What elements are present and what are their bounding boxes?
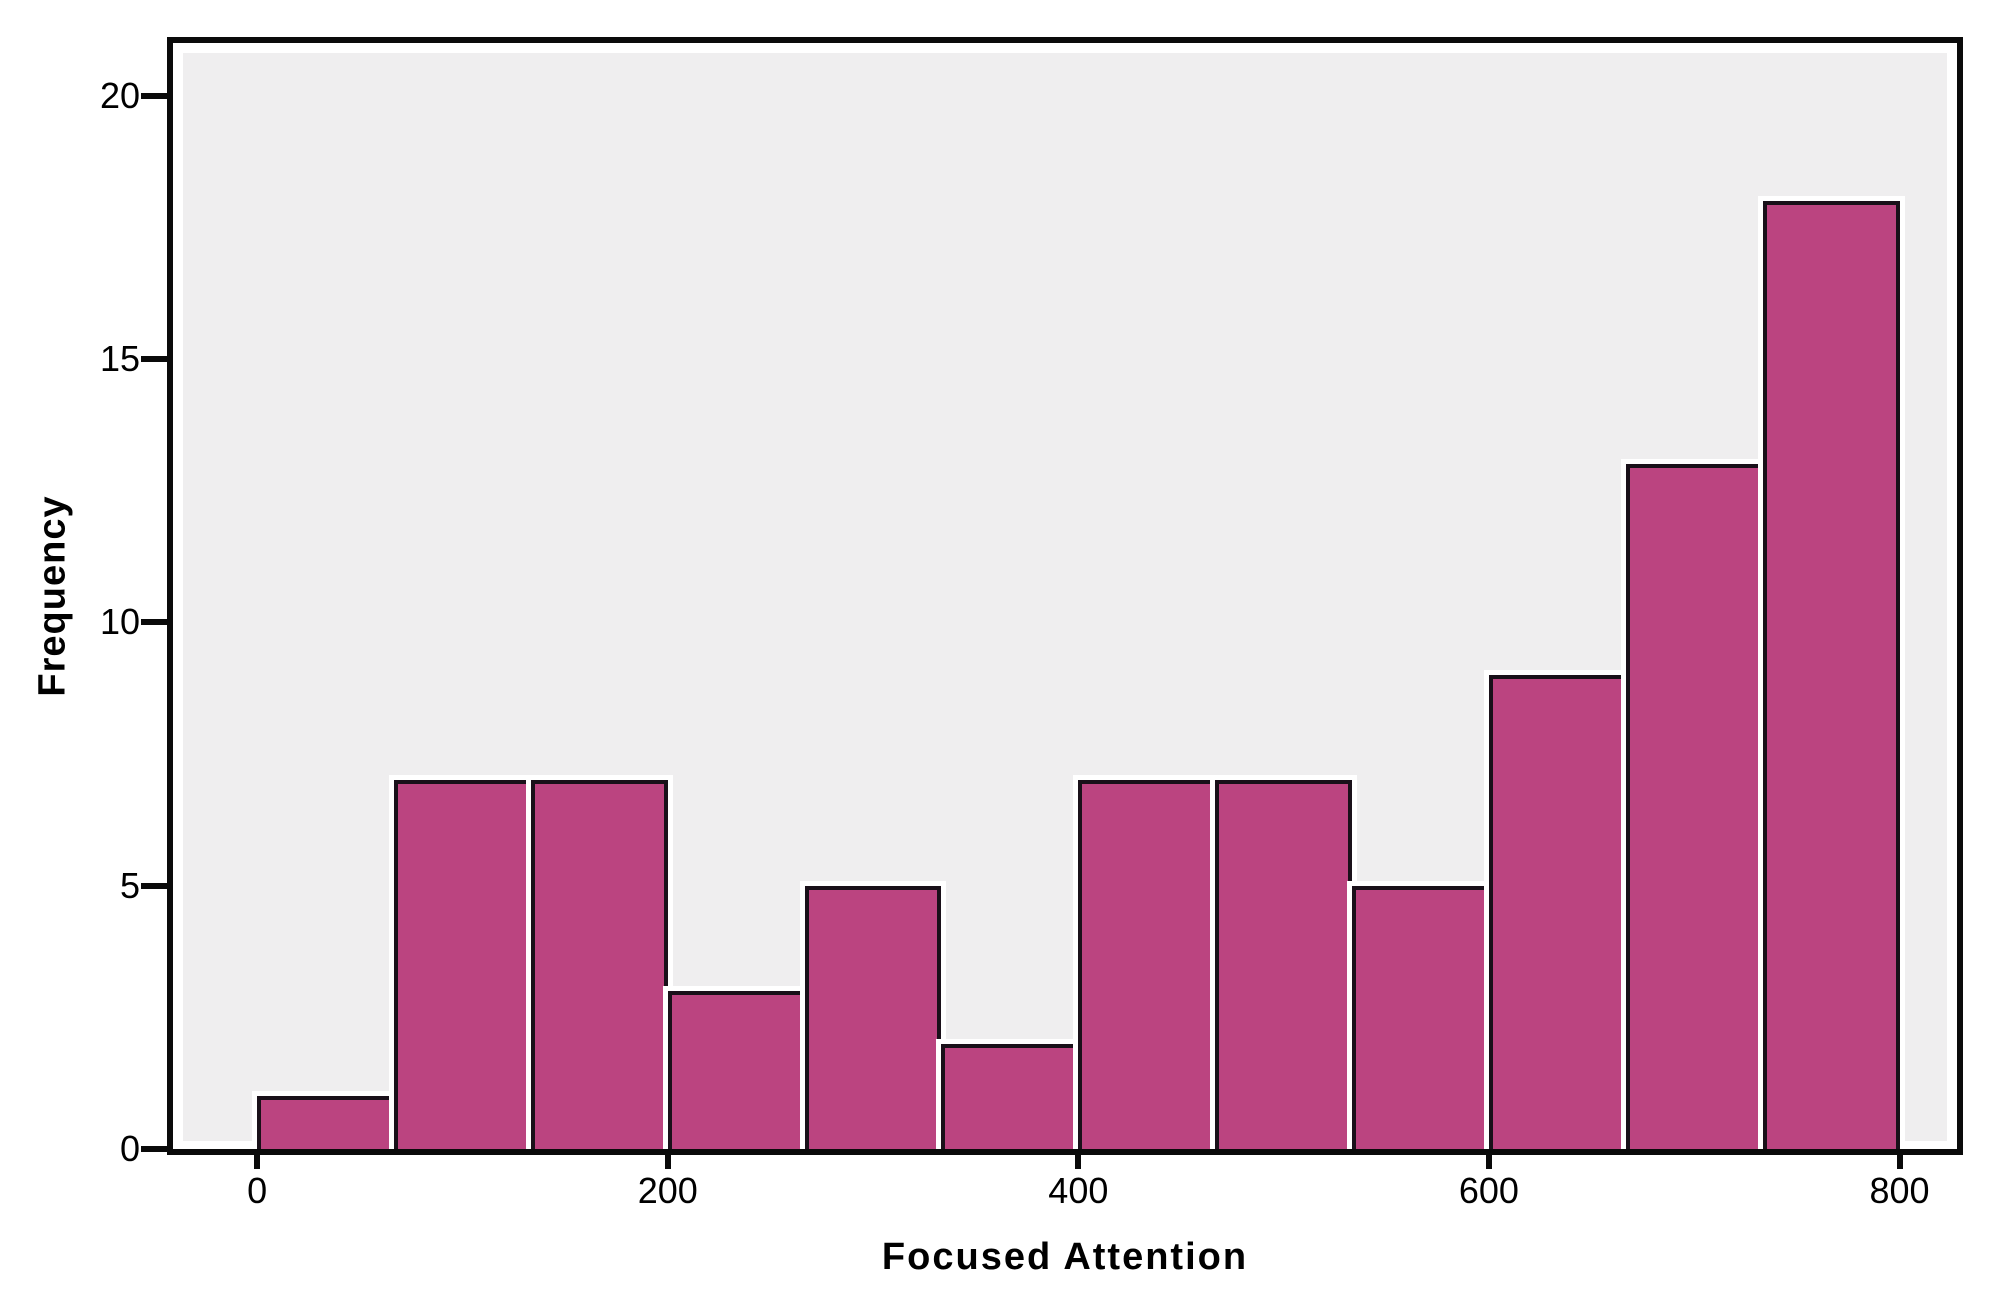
histogram-bar (525, 775, 673, 1149)
histogram-bar-fill (1078, 780, 1216, 1149)
y-tick-mark (141, 1146, 167, 1152)
x-tick-label: 0 (247, 1170, 268, 1211)
y-tick-label: 0 (119, 1128, 140, 1169)
x-tick-label: 400 (1048, 1170, 1109, 1211)
histogram-bar (1620, 459, 1768, 1149)
histogram-bar-fill (667, 991, 805, 1149)
histogram-bar (1757, 196, 1905, 1149)
histogram-bar (1347, 880, 1494, 1149)
y-tick-label: 5 (119, 864, 140, 906)
y-axis-title: Frequency (31, 495, 74, 697)
histogram-bar-fill (1488, 675, 1626, 1149)
y-tick-mark (141, 619, 167, 626)
y-tick-label: 10 (99, 601, 140, 643)
x-tick-mark (1896, 1155, 1903, 1169)
y-tick-mark (141, 882, 167, 889)
x-axis-ticks (173, 1155, 1957, 1171)
x-tick-label: 600 (1458, 1170, 1519, 1211)
histogram-bar-fill (257, 1096, 395, 1149)
histogram-bar (1210, 775, 1358, 1149)
x-axis-tick-labels: 0 200 400 600 800 (173, 1170, 1957, 1212)
histogram-bar (799, 880, 947, 1149)
histogram-bar (1483, 670, 1631, 1149)
x-tick-label: 200 (637, 1170, 698, 1211)
plot-frame (167, 37, 1963, 1155)
histogram-bar (389, 775, 536, 1149)
x-axis-title: Focused Attention (881, 1236, 1249, 1278)
y-tick-label: 20 (99, 74, 140, 116)
y-tick-mark (141, 92, 167, 99)
histogram-bar-fill (804, 885, 942, 1149)
histogram-bar-fill (1215, 780, 1353, 1149)
y-axis-tick-labels: 0 5 10 15 20 (0, 43, 140, 1166)
histogram-bar-fill (1762, 201, 1900, 1149)
y-axis-ticks (141, 43, 167, 1152)
histogram-bar-fill (1625, 464, 1763, 1149)
histogram-bar (662, 986, 810, 1149)
histogram-bar-fill (394, 780, 531, 1149)
x-tick-label: 800 (1869, 1170, 1930, 1211)
x-tick-mark (254, 1155, 261, 1169)
y-tick-label: 15 (99, 338, 140, 379)
x-tick-mark (1485, 1155, 1492, 1169)
x-tick-mark (664, 1155, 671, 1169)
histogram-bar (252, 1091, 400, 1149)
histogram-bar-fill (1352, 885, 1489, 1149)
histogram-bar-fill (941, 1043, 1079, 1149)
histogram-bar (936, 1038, 1084, 1149)
histogram-bar-fill (530, 780, 668, 1149)
histogram-bar (1073, 775, 1221, 1149)
x-tick-mark (1075, 1155, 1082, 1169)
y-tick-mark (141, 356, 167, 362)
bars-layer (173, 43, 1957, 1149)
